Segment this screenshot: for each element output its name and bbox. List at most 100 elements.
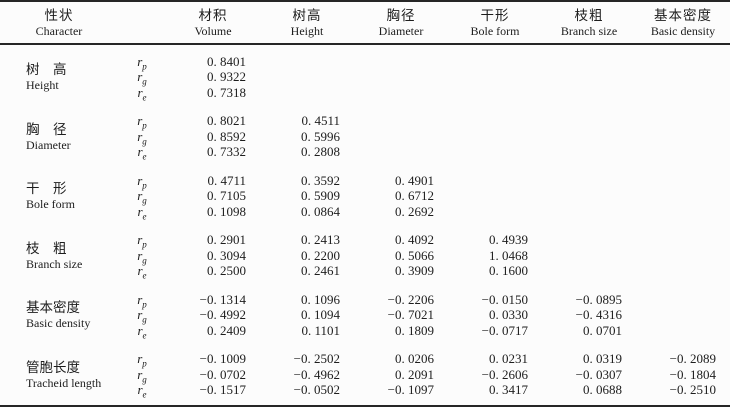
r-g-label: rg: [137, 366, 147, 385]
r-e-label: re: [137, 144, 147, 162]
r-p-label: rp: [137, 53, 147, 72]
value-cell: 0. 2692: [395, 203, 434, 219]
value-cell: 0. 2901: [207, 232, 246, 248]
r-g-label: rg: [137, 247, 147, 266]
value-cell: 0. 4511: [301, 113, 340, 129]
value-cell: 0. 2461: [301, 263, 340, 279]
header-col-zh: 枝粗: [574, 8, 604, 23]
header-col-zh: 胸径: [386, 8, 416, 23]
trait-sub-rows: rp −0. 1314 0. 1096 −0. 2206 −0. 0150 −0. 089…: [118, 291, 730, 340]
value-cell: 0. 8401: [207, 53, 246, 69]
value-cell: 0. 5909: [301, 188, 340, 204]
value-cell: 0. 6712: [395, 188, 434, 204]
value-cell: −0. 4316: [575, 307, 622, 323]
value-cell: −0. 2206: [387, 291, 434, 307]
correlation-row-re: re 0. 1098 0. 0864 0. 2692: [118, 203, 730, 222]
value-cell: 0. 4939: [489, 232, 528, 248]
trait-group-branch-size: 枝 粗 Branch size rp 0. 2901 0. 2413 0. 4092 0. …: [0, 232, 730, 280]
trait-label: 树 高 Height: [0, 54, 118, 101]
table-header: 性状 Character 材积 Volume 树高 Height 胸径 Diameter 干…: [0, 2, 730, 45]
value-cell: −0. 0307: [575, 366, 622, 382]
correlation-row-rp: rp −0. 1009 −0. 2502 0. 0206 0. 0231 0. 0319 −…: [118, 351, 730, 369]
trait-label-zh: 胸 径: [26, 121, 67, 137]
trait-label-en: Bole form: [26, 197, 75, 212]
header-character-zh: 性状: [44, 8, 74, 23]
value-cell: 0. 3592: [301, 172, 340, 188]
trait-sub-rows: rp −0. 1009 −0. 2502 0. 0206 0. 0231 0. 0319−…: [118, 351, 730, 399]
header-col-en: Diameter: [378, 24, 424, 38]
value-cell: 0. 5066: [395, 247, 434, 263]
value-cell: 0. 0206: [395, 351, 434, 367]
value-cell: 0. 1094: [301, 307, 340, 323]
r-p-label: rp: [137, 113, 147, 131]
correlation-row-rp: rp 0. 8401: [118, 53, 730, 72]
value-cell: −0. 1314: [199, 291, 246, 307]
correlation-row-rg: rg 0. 7105 0. 5909 0. 6712: [118, 188, 730, 205]
value-cell: 0. 1098: [207, 203, 246, 219]
trait-label: 干 形 Bole form: [0, 173, 118, 220]
trait-label: 枝 粗 Branch size: [0, 233, 118, 280]
trait-label-zh: 基本密度: [26, 300, 80, 316]
trait-label: 基本密度 Basic density: [0, 292, 118, 339]
header-col-diameter: 胸径 Diameter: [354, 7, 448, 38]
header-col-basic-density: 基本密度 Basic density: [636, 7, 730, 38]
value-cell: −0. 2089: [669, 351, 716, 367]
value-cell: −0. 4962: [293, 366, 340, 382]
value-cell: 0. 4711: [207, 172, 246, 188]
r-g-label: rg: [137, 307, 147, 325]
r-e-label: re: [137, 84, 147, 103]
value-cell: 0. 3417: [489, 382, 528, 398]
value-cell: −0. 0502: [293, 382, 340, 398]
value-cell: 0. 1096: [301, 291, 340, 307]
value-cell: −0. 1804: [669, 366, 716, 382]
r-p-label: rp: [137, 351, 147, 369]
trait-label-en: Diameter: [26, 137, 71, 152]
header-character: 性状 Character: [0, 7, 118, 38]
header-col-en: Branch size: [560, 24, 618, 38]
correlation-row-re: re 0. 7332 0. 2808: [118, 144, 730, 162]
trait-label-en: Basic density: [26, 316, 91, 331]
value-cell: 0. 8592: [207, 128, 246, 144]
value-cell: 0. 0330: [489, 307, 528, 323]
value-cell: 0. 4901: [395, 172, 434, 188]
correlation-row-re: re 0. 7318: [118, 84, 730, 103]
value-cell: 0. 3909: [395, 263, 434, 279]
correlation-row-re: re 0. 2500 0. 2461 0. 3909 0. 1600: [118, 263, 730, 280]
value-cell: 0. 0688: [583, 382, 622, 398]
correlation-row-rp: rp 0. 4711 0. 3592 0. 4901: [118, 172, 730, 191]
trait-label-zh: 树 高: [26, 62, 67, 78]
value-cell: −0. 2606: [481, 366, 528, 382]
r-p-label: rp: [137, 291, 147, 310]
correlation-row-re: re −0. 1517 −0. 0502 −0. 1097 0. 3417 0. 0688…: [118, 382, 730, 399]
trait-group-tracheid-length: 管胞长度 Tracheid length rp −0. 1009 −0. 2502 0. …: [0, 351, 730, 399]
trait-group-bole-form: 干 形 Bole form rp 0. 4711 0. 3592 0. 4901 rg 0. …: [0, 172, 730, 222]
r-e-label: re: [137, 203, 147, 222]
r-p-label: rp: [137, 172, 147, 191]
value-cell: 0. 4092: [395, 232, 434, 248]
value-cell: 0. 0231: [489, 351, 528, 367]
value-cell: 0. 2409: [207, 322, 246, 338]
value-cell: −0. 4992: [199, 307, 246, 323]
value-cell: 0. 7105: [207, 188, 246, 204]
value-cell: 0. 0864: [301, 203, 340, 219]
trait-label-en: Tracheid length: [26, 375, 102, 390]
correlation-row-re: re 0. 2409 0. 1101 0. 1809 −0. 0717 0. 0701: [118, 322, 730, 340]
trait-group-diameter: 胸 径 Diameter rp 0. 8021 0. 4511 rg 0. 8592 0. 5…: [0, 113, 730, 162]
trait-label: 胸 径 Diameter: [0, 114, 118, 161]
value-cell: 0. 8021: [207, 113, 246, 129]
trait-label-zh: 管胞长度: [26, 359, 80, 375]
value-cell: 0. 9322: [207, 69, 246, 85]
value-cell: −0. 2510: [669, 382, 716, 398]
header-col-zh: 干形: [480, 8, 510, 23]
trait-label-en: Branch size: [26, 256, 83, 271]
trait-sub-rows: rp 0. 4711 0. 3592 0. 4901 rg 0. 7105 0. 5909 0…: [118, 172, 730, 222]
value-cell: −0. 0717: [481, 322, 528, 338]
header-col-bole-form: 干形 Bole form: [448, 7, 542, 38]
value-cell: 0. 3094: [207, 247, 246, 263]
value-cell: −0. 7021: [387, 307, 434, 323]
trait-sub-rows: rp 0. 2901 0. 2413 0. 4092 0. 4939 rg 0. 3094 0…: [118, 232, 730, 280]
trait-label-zh: 干 形: [26, 181, 67, 197]
value-cell: 0. 2200: [301, 247, 340, 263]
